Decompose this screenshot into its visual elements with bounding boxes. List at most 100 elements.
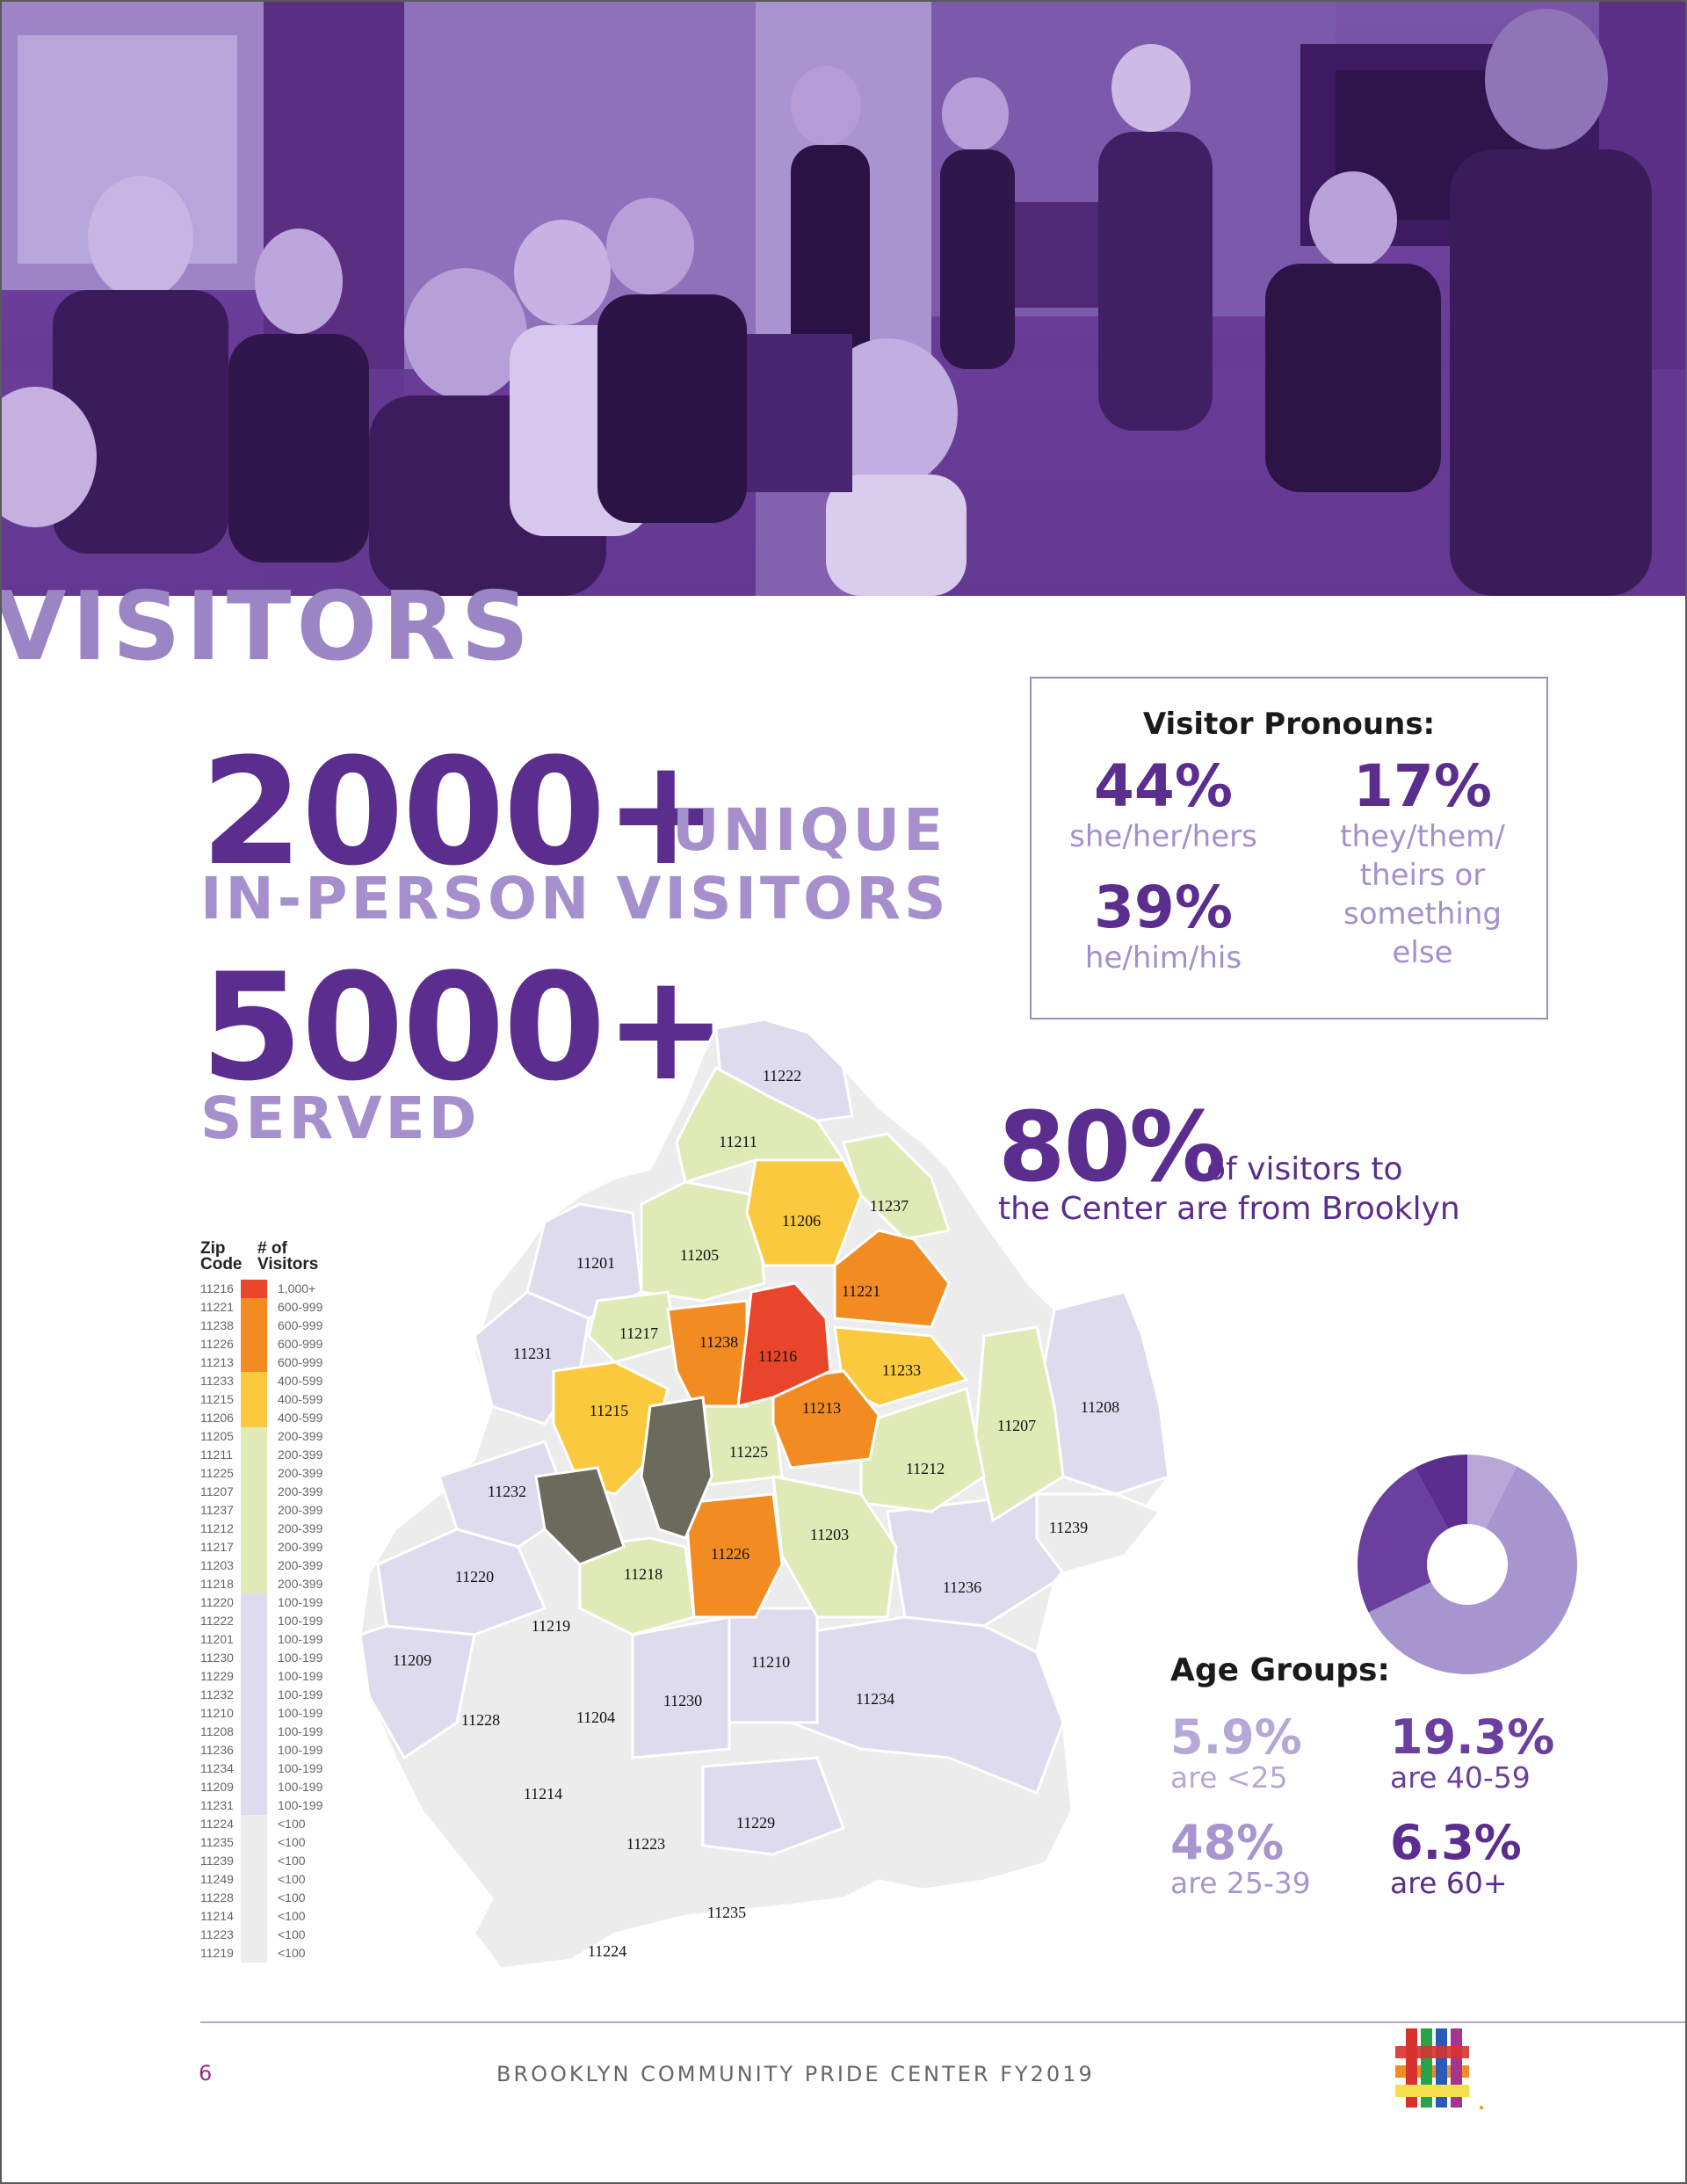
legend-swatch (241, 1870, 267, 1889)
map-zip-label: 11226 (711, 1545, 749, 1563)
zone-11209 (358, 1624, 476, 1760)
legend-row: 11236 100-199 (200, 1741, 341, 1760)
legend-range: 400-599 (278, 1411, 323, 1425)
legend-swatch (241, 1796, 267, 1815)
legend-zip: 11203 (200, 1558, 234, 1572)
legend-range: 100-199 (278, 1614, 323, 1628)
age-60plus-pct: 6.3% (1390, 1815, 1522, 1870)
legend-col2-header-line: Visitors (257, 1255, 319, 1273)
map-zip-label: 11233 (882, 1361, 921, 1379)
age-25-39-label: are 25-39 (1170, 1866, 1311, 1900)
map-zip-label: 11219 (532, 1617, 570, 1635)
legend-row: 11237 200-399 (200, 1501, 341, 1520)
legend-row: 11210 100-199 (200, 1704, 341, 1723)
legend-zip: 11218 (200, 1577, 234, 1591)
map-zip-label: 11205 (680, 1246, 719, 1264)
legend-swatch (241, 1556, 267, 1575)
map-label-group: 11222 11211 11237 11206 11201 11205 11221 11217… (393, 1067, 1119, 1960)
legend-zip: 11224 (200, 1817, 234, 1831)
legend-range: 100-199 (278, 1780, 323, 1794)
legend-col2-header: # of Visitors (257, 1240, 319, 1273)
legend-swatch (241, 1667, 267, 1686)
legend-row: 11231 100-199 (200, 1796, 341, 1815)
legend-row: 11221 600-999 (200, 1298, 341, 1317)
legend-row: 11213 600-999 (200, 1353, 341, 1372)
map-zip-label: 11220 (455, 1568, 494, 1585)
pronoun-they-pct: 17% (1353, 752, 1492, 820)
map-zip-label: 11208 (1081, 1398, 1119, 1416)
legend-row: 11234 100-199 (200, 1760, 341, 1778)
legend-zip: 11205 (200, 1429, 234, 1443)
legend-range: 600-999 (278, 1337, 323, 1351)
map-zip-label: 11203 (810, 1526, 849, 1543)
zone-11226 (684, 1492, 784, 1619)
pronouns-title: Visitor Pronouns: (1142, 707, 1436, 742)
age-40-59-label: are 40-59 (1390, 1760, 1531, 1795)
legend-range: 100-199 (278, 1669, 323, 1683)
legend-range: 100-199 (278, 1724, 323, 1738)
legend-range: 600-999 (278, 1355, 323, 1369)
legend-zip: 11232 (200, 1687, 234, 1701)
zone-11238 (666, 1299, 749, 1408)
legend-row: 11224 <100 (200, 1815, 341, 1833)
map-zip-label: 11214 (524, 1785, 562, 1803)
legend-zip: 11239 (200, 1854, 234, 1868)
legend-range: 100-199 (278, 1706, 323, 1720)
legend-row: 11233 400-599 (200, 1372, 341, 1390)
legend-row: 11222 100-199 (200, 1612, 341, 1630)
legend-swatch (241, 1372, 267, 1390)
legend-row: 11201 100-199 (200, 1630, 341, 1649)
legend-swatch (241, 1280, 267, 1298)
legend-swatch (241, 1889, 267, 1907)
map-zip-label: 11207 (997, 1417, 1036, 1434)
legend-swatch (241, 1778, 267, 1796)
legend-range: 200-399 (278, 1503, 323, 1517)
map-zip-label: 11224 (588, 1942, 626, 1960)
legend-zip: 11226 (200, 1337, 234, 1351)
zone-11217 (587, 1290, 678, 1364)
legend-swatch (241, 1833, 267, 1852)
legend-swatch (241, 1501, 267, 1520)
legend-zip: 11216 (200, 1281, 234, 1295)
legend-row: 11212 200-399 (200, 1520, 341, 1538)
legend-range: 200-399 (278, 1558, 323, 1572)
legend-col1-header-line: Code (200, 1255, 243, 1273)
map-zip-label: 11215 (590, 1402, 628, 1419)
legend-range: <100 (278, 1835, 306, 1849)
legend-range: 100-199 (278, 1798, 323, 1812)
served-label: SERVED (200, 1085, 481, 1152)
pronoun-he-pct: 39% (1094, 874, 1233, 941)
legend-range: 200-399 (278, 1466, 323, 1480)
legend-zip: 11233 (200, 1374, 234, 1388)
legend-zip: 11228 (200, 1890, 234, 1905)
age-groups-title: Age Groups: (1170, 1652, 1390, 1688)
map-zip-label: 11211 (719, 1133, 757, 1150)
legend-range: 600-999 (278, 1300, 323, 1314)
legend-row: 11215 400-599 (200, 1390, 341, 1409)
legend-range: 200-399 (278, 1448, 323, 1462)
legend-zip: 11209 (200, 1780, 234, 1794)
legend-row: 11223 <100 (200, 1926, 341, 1944)
legend-row: 11205 200-399 (200, 1427, 341, 1446)
legend-range: 400-599 (278, 1392, 323, 1406)
map-zip-label: 11231 (513, 1345, 552, 1362)
legend-swatch (241, 1593, 267, 1612)
age-under25-label: are <25 (1170, 1760, 1288, 1795)
legend-zip: 11221 (200, 1300, 234, 1314)
map-zip-label: 11222 (763, 1067, 801, 1085)
legend-row: 11216 1,000+ (200, 1280, 341, 1298)
map-zip-label: 11201 (576, 1254, 615, 1272)
legend-row: 11217 200-399 (200, 1538, 341, 1556)
age-40-59-pct: 19.3% (1390, 1709, 1555, 1765)
legend-zip: 11237 (200, 1503, 234, 1517)
legend-range: <100 (278, 1817, 306, 1831)
legend-range: 200-399 (278, 1521, 323, 1535)
pronouns-box: Visitor Pronouns: 44% she/her/hers 39% h… (1030, 677, 1548, 1019)
legend-zip: 11249 (200, 1872, 234, 1886)
footer-rule (200, 2021, 1687, 2023)
served-number: 5000+ (200, 941, 728, 1114)
donut-hole (1427, 1524, 1508, 1605)
legend-zip: 11208 (200, 1724, 234, 1738)
legend-row: 11249 <100 (200, 1870, 341, 1889)
